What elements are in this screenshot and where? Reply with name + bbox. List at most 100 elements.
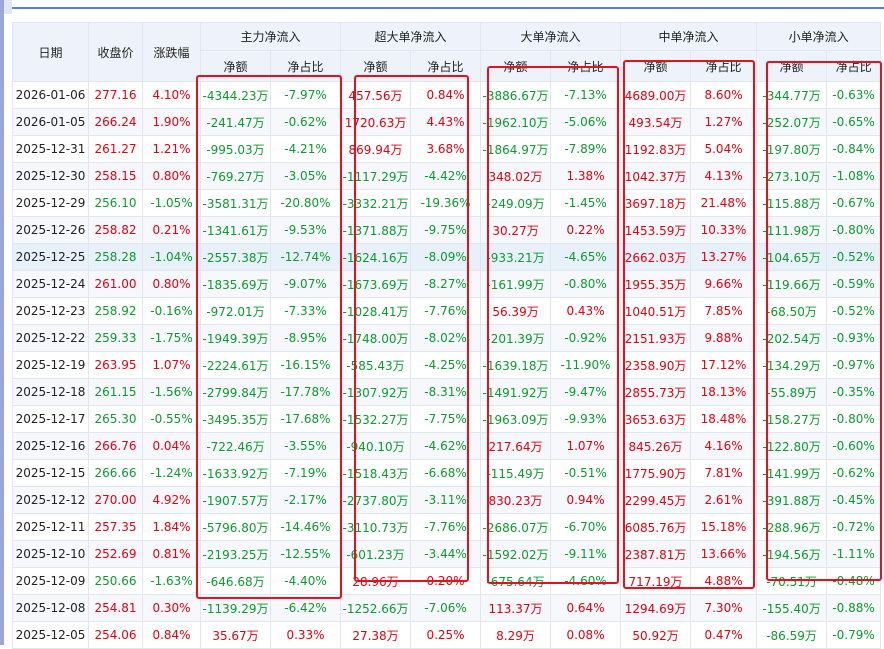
header-large-net-inflow: 大单净流入	[480, 22, 622, 51]
cell-small-amount: -252.07万	[756, 108, 828, 136]
subheader-medium-amount[interactable]: 净额	[620, 50, 692, 82]
cell-date: 2025-12-05	[12, 621, 89, 649]
header-date[interactable]: 日期	[12, 22, 89, 82]
table-row[interactable]: 2025-12-16 266.76 0.04% -722.46万 -3.55% -940.…	[12, 432, 882, 460]
table-row[interactable]: 2025-12-22 259.33 -1.75% -1949.39万 -8.95% -17…	[12, 324, 882, 352]
cell-main-amount: -1633.92万	[200, 459, 271, 487]
cell-large-ratio: 0.94%	[550, 486, 622, 514]
cell-medium-ratio: 5.04%	[690, 135, 758, 163]
subheader-large-amount[interactable]: 净额	[480, 50, 552, 82]
cell-medium-ratio: 13.27%	[690, 243, 758, 271]
subheader-main-amount[interactable]: 净额	[200, 50, 271, 82]
cell-large-ratio: 1.07%	[550, 432, 622, 460]
cell-close-price: 252.69	[88, 540, 143, 568]
subheader-super-large-ratio[interactable]: 净占比	[410, 50, 482, 82]
cell-small-amount: -55.89万	[756, 378, 828, 406]
table-row[interactable]: 2025-12-08 254.81 0.30% -1139.29万 -6.42% -125…	[12, 594, 882, 622]
subheader-super-large-amount[interactable]: 净额	[340, 50, 412, 82]
cell-large-ratio: -0.92%	[550, 324, 622, 352]
header-change-pct[interactable]: 涨跌幅	[142, 22, 201, 82]
cell-super-large-ratio: 0.25%	[410, 621, 482, 649]
cell-super-large-ratio: -3.44%	[410, 540, 482, 568]
cell-medium-amount: 2151.93万	[620, 324, 692, 352]
table-body: 2026-01-06 277.16 4.10% -4344.23万 -7.97% 457.…	[12, 81, 882, 649]
cell-small-ratio: -0.84%	[826, 135, 882, 163]
table-row[interactable]: 2025-12-11 257.35 1.84% -5796.80万 -14.46% -31…	[12, 513, 882, 541]
subheader-main-ratio[interactable]: 净占比	[269, 50, 342, 82]
subheader-small-ratio[interactable]: 净占比	[826, 50, 882, 82]
subheader-medium-ratio[interactable]: 净占比	[690, 50, 758, 82]
fund-flow-table: 日期 收盘价 涨跌幅 主力净流入 超大单净流入 大单净流入 中单净流入 小单净流…	[12, 22, 882, 649]
cell-medium-amount: 493.54万	[620, 108, 692, 136]
cell-super-large-ratio: -8.02%	[410, 324, 482, 352]
table-row[interactable]: 2025-12-17 265.30 -0.55% -3495.35万 -17.68% -1…	[12, 405, 882, 433]
cell-medium-ratio: 9.88%	[690, 324, 758, 352]
cell-main-ratio: -3.05%	[269, 162, 342, 190]
subheader-small-amount[interactable]: 净额	[756, 50, 828, 82]
cell-large-ratio: -1.45%	[550, 189, 622, 217]
cell-large-ratio: -6.70%	[550, 513, 622, 541]
cell-large-amount: -249.09万	[480, 189, 552, 217]
table-row[interactable]: 2025-12-25 258.28 -1.04% -2557.38万 -12.74% -1…	[12, 243, 882, 271]
cell-change-pct: 4.10%	[142, 81, 201, 109]
cell-change-pct: 0.80%	[142, 270, 201, 298]
table-row[interactable]: 2025-12-23 258.92 -0.16% -972.01万 -7.33% -102…	[12, 297, 882, 325]
cell-small-ratio: -0.48%	[826, 567, 882, 595]
cell-change-pct: -1.63%	[142, 567, 201, 595]
table-row[interactable]: 2025-12-05 254.06 0.84% 35.67万 0.33% 27.38万 0.…	[12, 621, 882, 649]
cell-close-price: 265.30	[88, 405, 143, 433]
cell-date: 2025-12-30	[12, 162, 89, 190]
cell-super-large-amount: 28.96万	[340, 567, 412, 595]
cell-large-ratio: -9.11%	[550, 540, 622, 568]
cell-close-price: 261.27	[88, 135, 143, 163]
cell-change-pct: -1.04%	[142, 243, 201, 271]
table-row[interactable]: 2025-12-24 261.00 0.80% -1835.69万 -9.07% -167…	[12, 270, 882, 298]
cell-large-amount: 113.37万	[480, 594, 552, 622]
cell-main-ratio: 0.33%	[269, 621, 342, 649]
cell-large-amount: -1864.97万	[480, 135, 552, 163]
table-row[interactable]: 2025-12-10 252.69 0.81% -2193.25万 -12.55% -60…	[12, 540, 882, 568]
table-row[interactable]: 2025-12-26 258.82 0.21% -1341.61万 -9.53% -137…	[12, 216, 882, 244]
cell-date: 2025-12-18	[12, 378, 89, 406]
cell-super-large-ratio: 0.84%	[410, 81, 482, 109]
header-close-price[interactable]: 收盘价	[88, 22, 143, 82]
cell-medium-ratio: 13.66%	[690, 540, 758, 568]
cell-super-large-amount: -1518.43万	[340, 459, 412, 487]
cell-close-price: 258.15	[88, 162, 143, 190]
cell-super-large-ratio: -8.09%	[410, 243, 482, 271]
cell-main-ratio: -14.46%	[269, 513, 342, 541]
cell-medium-ratio: 7.30%	[690, 594, 758, 622]
cell-large-amount: 217.64万	[480, 432, 552, 460]
cell-small-amount: -391.88万	[756, 486, 828, 514]
cell-close-price: 266.76	[88, 432, 143, 460]
cell-change-pct: 0.21%	[142, 216, 201, 244]
table-row[interactable]: 2025-12-18 261.15 -1.56% -2799.84万 -17.78% -1…	[12, 378, 882, 406]
cell-close-price: 256.10	[88, 189, 143, 217]
table-row[interactable]: 2025-12-15 266.66 -1.24% -1633.92万 -7.19% -15…	[12, 459, 882, 487]
cell-main-amount: -3495.35万	[200, 405, 271, 433]
cell-super-large-ratio: 3.68%	[410, 135, 482, 163]
cell-medium-amount: 2299.45万	[620, 486, 692, 514]
cell-main-ratio: -16.15%	[269, 351, 342, 379]
cell-change-pct: 0.81%	[142, 540, 201, 568]
cell-main-amount: -1907.57万	[200, 486, 271, 514]
table-row[interactable]: 2025-12-09 250.66 -1.63% -646.68万 -4.40% 28.9…	[12, 567, 882, 595]
cell-change-pct: 1.84%	[142, 513, 201, 541]
cell-super-large-amount: 27.38万	[340, 621, 412, 649]
cell-main-amount: -2557.38万	[200, 243, 271, 271]
table-row[interactable]: 2025-12-30 258.15 0.80% -769.27万 -3.05% -1117…	[12, 162, 882, 190]
cell-main-amount: -4344.23万	[200, 81, 271, 109]
cell-close-price: 277.16	[88, 81, 143, 109]
table-row[interactable]: 2026-01-06 277.16 4.10% -4344.23万 -7.97% 457.…	[12, 81, 882, 109]
cell-change-pct: 0.04%	[142, 432, 201, 460]
table-row[interactable]: 2025-12-31 261.27 1.21% -995.03万 -4.21% 869.9…	[12, 135, 882, 163]
subheader-large-ratio[interactable]: 净占比	[550, 50, 622, 82]
cell-date: 2025-12-26	[12, 216, 89, 244]
cell-large-ratio: -5.06%	[550, 108, 622, 136]
table-row[interactable]: 2025-12-12 270.00 4.92% -1907.57万 -2.17% -273…	[12, 486, 882, 514]
table-row[interactable]: 2025-12-29 256.10 -1.05% -3581.31万 -20.80% -3…	[12, 189, 882, 217]
table-row[interactable]: 2025-12-19 263.95 1.07% -2224.61万 -16.15% -58…	[12, 351, 882, 379]
cell-large-amount: -115.49万	[480, 459, 552, 487]
cell-super-large-ratio: -7.76%	[410, 297, 482, 325]
table-row[interactable]: 2026-01-05 266.24 1.90% -241.47万 -0.62% 1720.…	[12, 108, 882, 136]
